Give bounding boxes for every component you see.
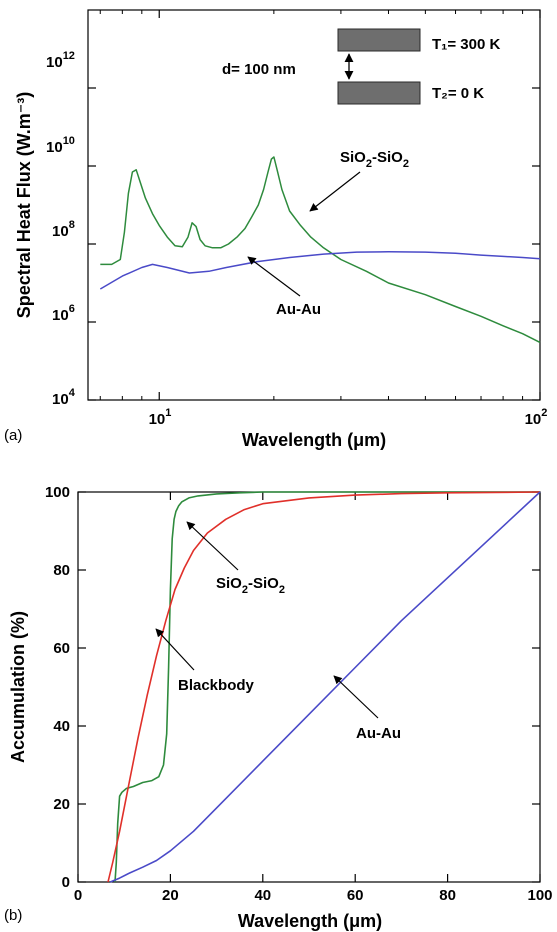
bottom-plate: [337, 81, 421, 105]
b-y-tick-label: 80: [53, 562, 70, 579]
a-annotation-au-au: Au-Au: [276, 301, 321, 318]
a-series-au-au-line: [99, 251, 541, 290]
panel-b-ticks: [77, 491, 541, 883]
b-arrow-au-au: [333, 675, 379, 719]
b-annotation-au-au: Au-Au: [356, 725, 401, 742]
a-ytick-label-1e4: 104: [52, 387, 76, 408]
panel-b-plot-frame: [77, 491, 541, 883]
b-x-tick-label: 60: [347, 887, 364, 904]
b-x-tick-label: 20: [162, 887, 179, 904]
b-y-tick-label: 60: [53, 640, 70, 657]
bottom-temperature-label: T₂= 0 K: [432, 85, 484, 102]
b-x-tick-label: 100: [527, 887, 552, 904]
panel-b-series: [107, 491, 541, 883]
a-annotation-sio2-sio2: SiO2-SiO2: [340, 149, 409, 170]
b-series-sio2-sio2-line: [114, 491, 540, 883]
a-ytick-label-1e10: 1010: [46, 135, 75, 156]
b-y-tick-label: 20: [53, 796, 70, 813]
panel-b-accumulation-chart: 0 20 40 60 80 100 0 20 40 60 80 100 Wavelength (μm…: [4, 484, 553, 931]
b-y-axis-label: Accumulation (%): [8, 611, 28, 763]
top-plate: [337, 28, 421, 52]
panel-a-heat-flux-chart: 104 106 108 1010 1012 101 102 Wavelength…: [4, 9, 548, 450]
b-x-tick-label: 40: [254, 887, 271, 904]
a-xtick-label-10: 101: [149, 407, 172, 428]
a-ytick-label-1e6: 106: [52, 303, 75, 324]
b-series-blackbody-line: [107, 491, 541, 883]
a-ytick-label-1e12: 1012: [46, 50, 75, 71]
b-y-tick-label: 0: [62, 874, 70, 891]
panel-a-series: [99, 156, 541, 344]
b-x-tick-labels: 0 20 40 60 80 100: [74, 887, 553, 904]
b-x-tick-label: 0: [74, 887, 82, 904]
b-x-axis-label: Wavelength (μm): [238, 911, 382, 931]
a-arrow-au-au: [247, 256, 301, 297]
a-x-axis-label: Wavelength (μm): [242, 430, 386, 450]
top-temperature-label: T₁= 300 K: [432, 36, 500, 53]
b-annotation-blackbody: Blackbody: [178, 677, 255, 694]
b-arrow-blackbody: [155, 628, 195, 671]
b-y-tick-labels: 0 20 40 60 80 100: [45, 484, 70, 891]
b-annotation-sio2-sio2: SiO2-SiO2: [216, 575, 285, 596]
b-arrow-sio2-sio2: [186, 521, 239, 571]
gap-distance-label: d= 100 nm: [222, 61, 296, 78]
b-y-tick-label: 40: [53, 718, 70, 735]
a-series-sio2-sio2-line: [100, 156, 541, 344]
b-x-tick-label: 80: [439, 887, 456, 904]
b-y-tick-label: 100: [45, 484, 70, 501]
panel-label-a: (a): [4, 427, 22, 444]
panel-a-plot-frame: [87, 9, 541, 401]
b-series-au-au-line: [109, 491, 541, 883]
panel-a-ticks: [88, 10, 541, 401]
a-arrow-sio2-sio2: [309, 171, 361, 212]
a-ytick-label-1e8: 108: [52, 219, 75, 240]
a-y-axis-label: Spectral Heat Flux (W.m⁻³): [14, 92, 34, 319]
a-xtick-label-100: 102: [525, 407, 548, 428]
panel-label-b: (b): [4, 907, 22, 924]
